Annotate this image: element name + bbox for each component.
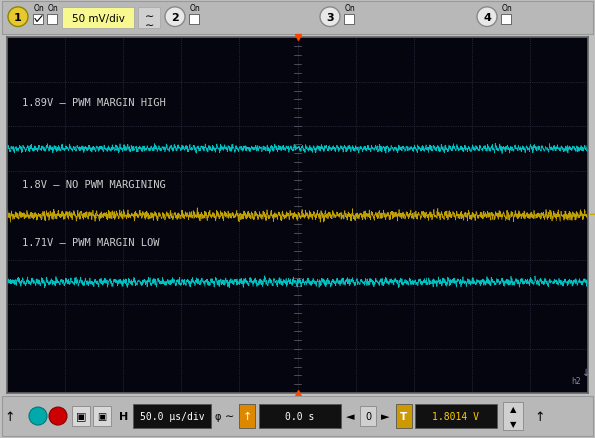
Circle shape [477,8,497,28]
Bar [501,15,511,25]
Text: ►: ► [381,411,389,421]
Text: 1.89V — PWM MARGIN HIGH: 1.89V — PWM MARGIN HIGH [21,98,165,107]
Text: ◄: ◄ [346,411,354,421]
Text: ↑: ↑ [5,410,15,423]
Text: ▣: ▣ [98,411,107,421]
Text: On: On [48,4,59,13]
Bar [396,404,412,428]
Text: ∼: ∼ [145,12,154,21]
Text: 1.71V — PWM MARGIN LOW: 1.71V — PWM MARGIN LOW [21,237,159,247]
Text: On: On [345,4,356,13]
Text: 3: 3 [326,13,334,23]
Circle shape [165,8,185,28]
Text: 50 mV/div: 50 mV/div [71,14,124,24]
Text: 50.0 μs/div: 50.0 μs/div [140,411,204,421]
Circle shape [29,407,47,425]
Bar [62,8,134,29]
Text: ↑: ↑ [535,410,545,423]
Text: 0.0 s: 0.0 s [286,411,315,421]
Text: 1.8V — NO PWM MARGINING: 1.8V — NO PWM MARGINING [21,180,165,190]
Circle shape [320,8,340,28]
Bar [503,402,523,430]
Text: 1: 1 [14,13,22,23]
Bar [239,404,255,428]
Bar [189,15,199,25]
Bar [138,8,160,29]
Text: ▣: ▣ [76,411,86,421]
Bar [72,406,90,426]
Text: 0: 0 [365,411,371,421]
Bar [344,15,354,25]
Text: On: On [190,4,201,13]
Text: ↓: ↓ [582,367,590,378]
Bar [259,404,341,428]
Text: T: T [400,411,408,421]
Text: On: On [502,4,513,13]
Circle shape [8,8,28,28]
Text: ↑: ↑ [242,411,252,421]
Bar [2,2,593,35]
Bar [133,404,211,428]
Text: 4: 4 [483,13,491,23]
Text: ∼: ∼ [145,21,154,31]
Text: On: On [34,4,45,13]
Text: 2: 2 [171,13,179,23]
Text: ▲: ▲ [510,404,516,413]
Text: H: H [120,411,129,421]
Text: h2: h2 [571,376,581,385]
Text: 1.8014 V: 1.8014 V [433,411,480,421]
Bar [360,406,376,426]
Text: φ: φ [215,411,221,421]
Circle shape [49,407,67,425]
Bar [415,404,497,428]
Text: ▼: ▼ [510,419,516,427]
Bar [33,15,43,25]
Bar [47,15,57,25]
Bar [93,406,111,426]
Text: ∼: ∼ [224,411,234,421]
